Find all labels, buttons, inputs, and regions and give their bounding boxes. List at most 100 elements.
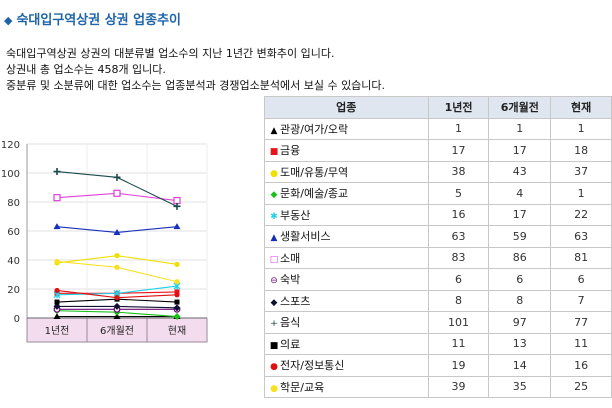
series-line — [56, 260, 178, 283]
value-cell: 101 — [427, 311, 490, 334]
series-marker-icon: ■ — [269, 147, 279, 158]
data-point — [53, 223, 61, 230]
data-point — [174, 279, 180, 285]
page-title: ◆ 숙대입구역상권 상권 업종추이 — [4, 9, 181, 28]
value-cell: 1 — [550, 182, 612, 205]
y-tick-label: 60 — [7, 227, 20, 238]
series-group — [53, 168, 181, 210]
data-point — [174, 289, 180, 295]
data-point — [113, 189, 121, 197]
industry-name: 음식 — [280, 316, 301, 330]
data-point — [173, 304, 181, 312]
data-point — [113, 302, 121, 310]
data-point — [174, 299, 180, 305]
y-tick-label: 0 — [14, 314, 20, 325]
data-point — [114, 295, 120, 301]
industry-cell: □ 소매 — [264, 246, 429, 269]
table-row: ◆ 스포츠 8 8 7 — [264, 289, 612, 312]
data-point — [54, 258, 60, 265]
value-cell: 1 — [488, 117, 552, 140]
value-cell: 86 — [488, 246, 552, 269]
value-cell: 14 — [488, 354, 552, 377]
y-tick-label: 20 — [7, 285, 20, 296]
value-cell: 1 — [550, 117, 612, 140]
data-point — [114, 253, 120, 259]
industry-cell: ◆ 스포츠 — [264, 289, 429, 312]
table-row: ● 학문/교육 39 35 25 — [264, 375, 612, 398]
series-group — [53, 282, 181, 299]
value-cell: 4 — [488, 182, 552, 205]
series-marker-icon: ■ — [269, 340, 279, 351]
table-row: ▲ 관광/여가/오락 1 1 1 — [264, 117, 612, 140]
industry-name: 전자/정보통신 — [280, 359, 345, 373]
y-tick-label: 80 — [7, 198, 20, 209]
value-cell: 17 — [488, 203, 552, 226]
value-cell: 7 — [550, 289, 612, 312]
value-cell: 37 — [550, 160, 612, 183]
y-tick-label: 100 — [1, 169, 20, 180]
series-group — [54, 258, 180, 285]
industry-name: 스포츠 — [280, 294, 311, 308]
x-tick-label: 6개월전 — [100, 325, 134, 337]
series-marker-icon: + — [270, 319, 278, 330]
data-point — [53, 194, 61, 202]
industry-cell: ✱ 부동산 — [264, 203, 429, 226]
data-point — [53, 168, 61, 176]
table-row: ▲ 생활서비스 63 59 63 — [264, 225, 612, 248]
value-cell: 17 — [427, 139, 490, 162]
industry-cell: ⊖ 숙박 — [264, 268, 429, 291]
x-tick-label: 1년전 — [45, 325, 70, 337]
series-marker-icon: ✱ — [270, 211, 278, 222]
value-cell: 35 — [488, 375, 552, 398]
data-point — [53, 313, 61, 320]
description-line-3: 중분류 및 소분류에 대한 업소수는 업종분석과 경쟁업소분석에서 보실 수 있… — [6, 79, 386, 92]
series-marker-icon: ◆ — [270, 297, 278, 308]
value-cell: 83 — [427, 246, 490, 269]
value-cell: 16 — [427, 203, 490, 226]
data-point — [54, 287, 60, 294]
industry-name: 도매/유통/무역 — [280, 165, 349, 179]
value-cell: 11 — [427, 332, 490, 355]
industry-cell: ● 도매/유통/무역 — [264, 160, 429, 183]
header-industry: 업종 — [264, 96, 429, 119]
industry-cell: ◆ 문화/예술/종교 — [264, 182, 429, 205]
value-cell: 6 — [488, 268, 552, 291]
industry-name: 의료 — [280, 337, 301, 351]
series-group — [53, 302, 181, 312]
industry-cell: ■ 의료 — [264, 332, 429, 355]
data-point — [173, 223, 181, 230]
series-marker-icon: ● — [270, 383, 278, 394]
table-row: ◆ 문화/예술/종교 5 4 1 — [264, 182, 612, 205]
value-cell: 11 — [550, 332, 612, 355]
series-marker-icon: □ — [269, 254, 279, 265]
table-row: ● 전자/정보통신 19 14 16 — [264, 354, 612, 377]
value-cell: 77 — [550, 311, 612, 334]
description-line-1: 숙대입구역상권 상권의 대분류별 업소수의 지난 1년간 변화추이 입니다. — [6, 47, 335, 60]
value-cell: 16 — [550, 354, 612, 377]
data-point — [173, 313, 181, 321]
series-group — [54, 287, 180, 301]
table-row: ■ 의료 11 13 11 — [264, 332, 612, 355]
value-cell: 17 — [488, 139, 552, 162]
industry-cell: ▲ 관광/여가/오락 — [264, 117, 429, 140]
table-row: ■ 금융 17 17 18 — [264, 139, 612, 162]
series-group — [53, 189, 181, 205]
data-point — [173, 202, 181, 210]
x-tick-label: 현재 — [168, 325, 186, 337]
value-cell: 43 — [488, 160, 552, 183]
table-row: □ 소매 83 86 81 — [264, 246, 612, 269]
series-marker-icon: ▲ — [270, 233, 278, 244]
data-point — [173, 196, 181, 205]
value-cell: 22 — [550, 203, 612, 226]
value-cell: 1 — [427, 117, 490, 140]
value-cell: 97 — [488, 311, 552, 334]
industry-name: 숙박 — [280, 273, 301, 287]
description-line-2: 상권내 총 업소수는 458개 입니다. — [6, 63, 166, 76]
table-header-row: 업종 1년전 6개월전 현재 — [264, 96, 612, 119]
value-cell: 8 — [488, 289, 552, 312]
industry-cell: ● 전자/정보통신 — [264, 354, 429, 377]
data-point — [174, 261, 180, 267]
series-marker-icon: ● — [270, 362, 278, 373]
value-cell: 18 — [550, 139, 612, 162]
value-cell: 6 — [427, 268, 490, 291]
